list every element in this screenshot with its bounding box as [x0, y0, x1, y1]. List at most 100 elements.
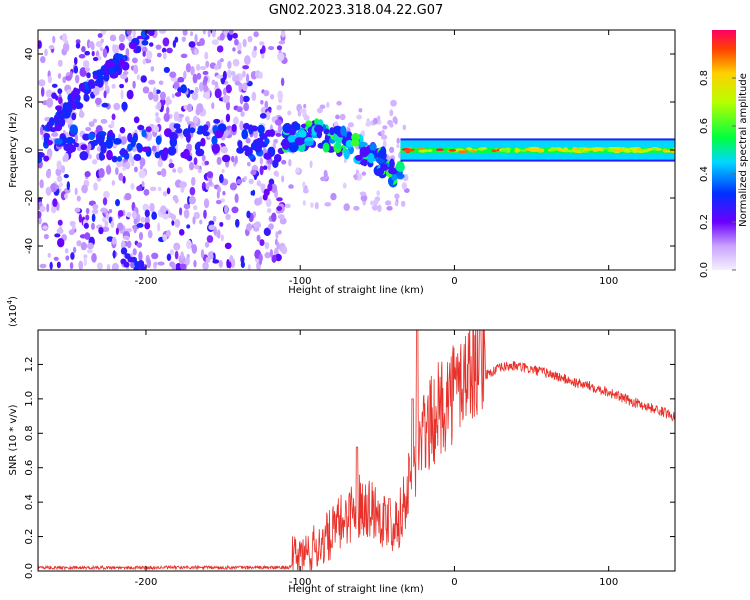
- snr-ylabel: SNR (10 * v/v): [8, 404, 19, 475]
- spectrogram-cell: [207, 30, 211, 38]
- spectrogram-cell: [83, 222, 89, 229]
- spectrogram-cell: [267, 183, 273, 192]
- spectrogram-cell: [112, 250, 116, 259]
- spectrogram-cell: [277, 214, 285, 220]
- spectrogram-cell: [254, 144, 262, 153]
- spectrogram-cell: [274, 253, 282, 262]
- spectrogram-cell: [136, 142, 142, 150]
- spectrogram-cell: [239, 120, 244, 131]
- spectrogram-cell: [591, 147, 601, 150]
- spectrogram-cell: [216, 45, 224, 53]
- spectrogram-cell: [372, 199, 379, 206]
- spectrogram-cell: [253, 222, 259, 228]
- spectrogram-cell: [180, 53, 188, 59]
- spectrogram-cell: [448, 149, 457, 152]
- spectrogram-cell: [179, 263, 187, 270]
- spectrogram-cell: [118, 172, 124, 181]
- spectrogram-cell: [263, 227, 271, 237]
- spectrogram-cell: [105, 212, 110, 220]
- spectrogram-cell: [162, 191, 168, 197]
- spectrogram-cell: [263, 188, 270, 197]
- spectrogram-cell: [123, 261, 130, 268]
- spectrogram-cell: [148, 20, 155, 29]
- spectrogram-cell: [82, 133, 90, 141]
- spectrogram-cell: [631, 150, 639, 153]
- spectrogram-cell: [246, 223, 253, 232]
- spectrogram-cell: [277, 90, 283, 101]
- spectrogram-cell: [87, 153, 92, 160]
- spectrogram-cell: [140, 216, 145, 223]
- spectrogram-cell: [45, 186, 52, 196]
- spectrogram-cell: [109, 34, 117, 42]
- spectrogram-cell: [357, 141, 368, 148]
- spectrogram-cell: [119, 83, 125, 89]
- spectrogram-cell: [322, 142, 330, 153]
- spectrogram-cell: [243, 55, 251, 66]
- spectrogram-cell: [76, 195, 81, 202]
- spectrogram-cell: [227, 60, 232, 70]
- spectrogram-cell: [98, 226, 104, 235]
- spectrogram-cell: [173, 123, 181, 130]
- spectrogram-cell: [402, 124, 407, 131]
- spectrogram-cell: [186, 239, 192, 250]
- spectrogram-cell: [136, 223, 144, 228]
- spectrogram-cell: [216, 190, 220, 199]
- spectrogram-cell: [138, 251, 143, 262]
- spectrogram-cell: [172, 83, 180, 88]
- spectrogram-cell: [127, 256, 134, 263]
- spectrogram-cell: [557, 148, 565, 152]
- snr-ylabel-multiplier: (x104): [6, 296, 19, 327]
- snr-frame: [37, 329, 676, 572]
- spectrogram-cell: [170, 214, 177, 221]
- spectrogram-cell: [51, 132, 59, 137]
- spectrogram-cell: [208, 179, 213, 186]
- spectrogram-cell: [114, 53, 124, 60]
- spectrogram-cell: [194, 164, 200, 170]
- spectrogram-cell: [166, 229, 171, 237]
- spectrogram-cell: [265, 111, 271, 121]
- spectrogram-ytick-label: 20: [24, 96, 35, 109]
- spectrogram-cell: [111, 262, 119, 270]
- spectrogram-cell: [149, 186, 157, 192]
- spectrogram-cell: [309, 160, 313, 169]
- snr-panel: -200 -100 0 100 0.0 0.2 0.4 0.6 0.8 1.0 1.2 Height…: [6, 296, 676, 595]
- snr-series-line: [38, 330, 675, 571]
- spectrogram-cell: [75, 94, 81, 102]
- colorbar-tick-label: 0.6: [699, 118, 710, 134]
- spectrogram-cell: [239, 94, 244, 105]
- spectrogram-cell: [156, 101, 162, 111]
- spectrogram-cell: [121, 101, 128, 111]
- colorbar-label: Normalized spectral amplitude: [738, 73, 749, 227]
- spectrogram-cell: [58, 225, 63, 234]
- spectrogram-cell: [95, 135, 105, 145]
- spectrogram-cell: [46, 203, 50, 213]
- spectrogram-cell: [253, 129, 258, 139]
- spectrogram-cell: [257, 124, 265, 134]
- spectrogram-cell: [127, 132, 133, 143]
- spectrogram-cell: [151, 145, 157, 152]
- spectrogram-cell: [276, 45, 283, 51]
- spectrogram-cell: [180, 84, 187, 94]
- spectrogram-cell: [242, 65, 250, 70]
- spectrogram-cell: [284, 203, 291, 209]
- spectrogram-cell: [84, 67, 91, 72]
- spectrogram-cell: [256, 180, 262, 187]
- spectrogram-cell: [85, 207, 90, 215]
- spectrogram-xtick-label: -200: [135, 276, 158, 287]
- spectrogram-ylabel: Frequency (Hz): [8, 112, 19, 188]
- spectrogram-cell: [304, 140, 314, 147]
- spectrogram-cell: [179, 181, 187, 189]
- spectrogram-cell: [185, 63, 191, 73]
- spectrogram-cell: [122, 70, 129, 76]
- snr-xtick-label: 0: [451, 577, 457, 588]
- spectrogram-cell: [155, 116, 161, 124]
- spectrogram-cell: [113, 44, 120, 55]
- spectrogram-cell: [230, 155, 235, 163]
- spectrogram-cell: [231, 206, 239, 214]
- spectrogram-cell: [59, 182, 63, 188]
- spectrogram-cell: [225, 101, 231, 111]
- spectrogram-cell: [237, 50, 242, 55]
- spectrogram-cell: [358, 108, 363, 113]
- spectrogram-cell: [57, 59, 63, 67]
